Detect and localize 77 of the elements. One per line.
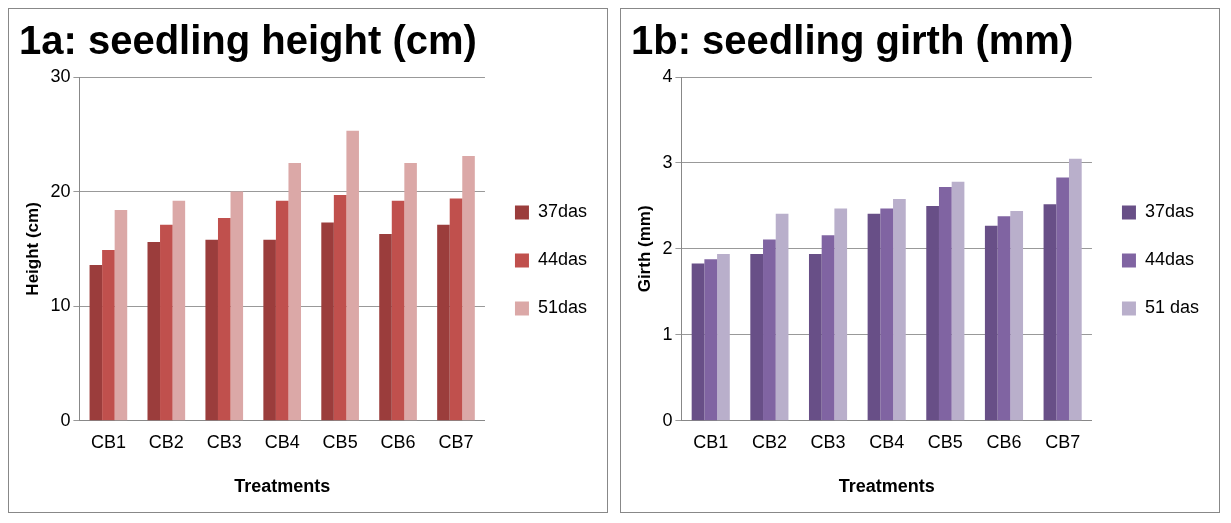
legend-label: 44das <box>1144 249 1194 270</box>
x-tick-label: CB5 <box>927 431 963 452</box>
bar <box>275 200 289 421</box>
x-tick-label: CB3 <box>810 431 846 452</box>
bar <box>102 250 115 421</box>
bar <box>893 199 906 421</box>
bar <box>437 224 450 421</box>
y-tick-label: 3 <box>662 151 673 172</box>
bar <box>808 254 822 421</box>
bar <box>1043 204 1057 421</box>
bar <box>263 239 276 421</box>
x-tick-label: CB3 <box>206 431 242 452</box>
bar <box>449 198 463 421</box>
x-tick-label: CB2 <box>148 431 184 452</box>
bar <box>704 259 718 421</box>
legend-label: 44das <box>537 249 587 270</box>
x-tick-label: CB1 <box>90 431 126 452</box>
bar <box>321 222 334 421</box>
bar <box>160 224 173 421</box>
y-tick-label: 0 <box>662 409 673 430</box>
legend-label: 37das <box>537 201 587 222</box>
bar <box>462 156 475 421</box>
x-tick-label: CB7 <box>1045 431 1081 452</box>
y-tick-label: 30 <box>50 65 71 86</box>
x-tick-label: CB1 <box>693 431 729 452</box>
chart-title: 1a: seedling height (cm) <box>19 18 477 63</box>
x-tick-label: CB4 <box>869 431 905 452</box>
bar <box>1056 177 1069 421</box>
bar <box>230 191 244 421</box>
legend-label: 51das <box>537 297 587 318</box>
bar <box>997 216 1011 421</box>
bar <box>288 162 302 421</box>
x-tick-label: CB5 <box>322 431 358 452</box>
bar <box>763 239 776 421</box>
y-tick-label: 0 <box>60 409 71 430</box>
y-axis-title: Height (cm) <box>22 202 42 296</box>
bar <box>938 187 952 421</box>
legend-label: 51 das <box>1144 297 1199 318</box>
bar <box>1010 211 1024 421</box>
bar <box>333 195 347 421</box>
bar <box>404 162 417 421</box>
y-tick-label: 2 <box>662 237 673 258</box>
y-tick-label: 4 <box>662 65 673 86</box>
bar <box>984 225 998 421</box>
bar <box>205 239 218 421</box>
y-tick-label: 20 <box>50 180 71 201</box>
bar <box>867 213 881 421</box>
bar <box>147 242 161 421</box>
x-axis-title: Treatments <box>838 476 935 497</box>
bar <box>951 181 965 421</box>
bar <box>346 130 359 421</box>
bar <box>1068 158 1082 421</box>
bar <box>691 263 705 421</box>
bar <box>926 205 939 421</box>
bar <box>775 213 789 421</box>
bar <box>821 235 835 421</box>
bar <box>217 217 231 421</box>
bar <box>880 208 894 421</box>
chart-title: 1b: seedling girth (mm) <box>631 18 1074 63</box>
bar <box>750 254 764 421</box>
bar <box>717 254 730 421</box>
bar <box>89 264 103 421</box>
y-tick-label: 10 <box>50 295 71 316</box>
bar <box>379 234 392 421</box>
x-axis-title: Treatments <box>234 476 331 497</box>
x-tick-label: CB6 <box>380 431 416 452</box>
x-tick-label: CB4 <box>264 431 300 452</box>
legend-label: 37das <box>1144 201 1194 222</box>
bar <box>114 209 128 421</box>
y-axis-title: Girth (mm) <box>634 205 654 293</box>
y-tick-label: 1 <box>662 323 673 344</box>
bar <box>172 200 186 421</box>
x-tick-label: CB2 <box>751 431 787 452</box>
x-tick-label: CB6 <box>986 431 1022 452</box>
bar <box>834 208 848 421</box>
x-tick-label: CB7 <box>438 431 474 452</box>
bar <box>391 200 405 421</box>
